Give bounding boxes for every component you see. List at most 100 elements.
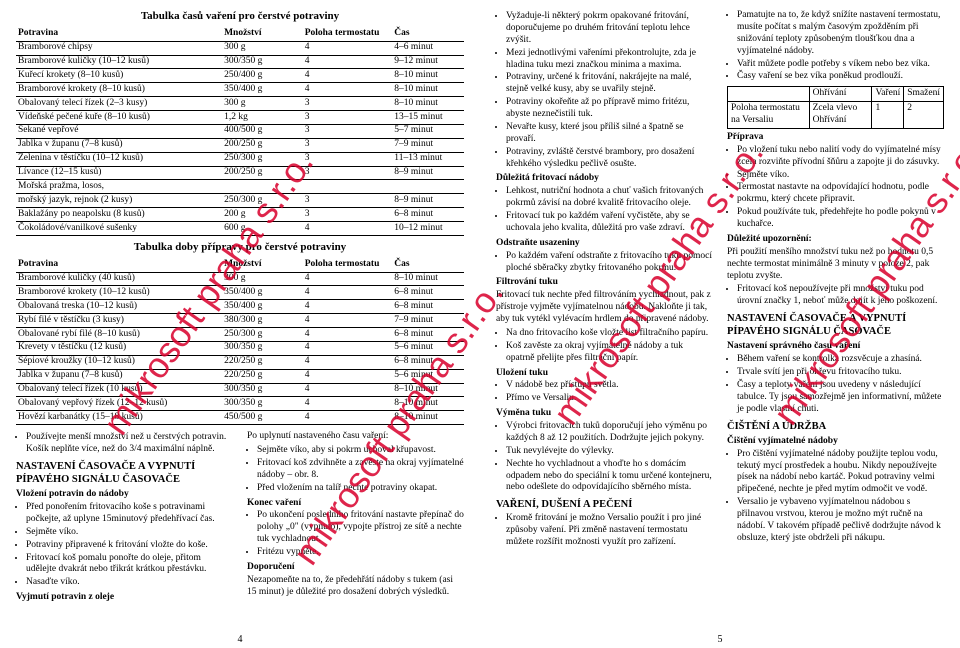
list-item: Vařit můžete podle potřeby s víkem nebo … bbox=[737, 59, 944, 71]
steps-list: Po ukončení posledního fritování nastavt… bbox=[247, 510, 464, 559]
cell: Obalovaná treska (10–12 kusů) bbox=[16, 300, 222, 314]
bullet-list: Na dno fritovacího koše vložte list filt… bbox=[496, 328, 713, 365]
cell: 8–10 minut bbox=[392, 272, 464, 286]
subheading: Důležitá fritovací nádoby bbox=[496, 173, 713, 185]
cell bbox=[303, 180, 393, 194]
cell bbox=[728, 87, 810, 102]
cell: 3 bbox=[303, 166, 393, 180]
cell: 3 bbox=[303, 208, 393, 222]
list-item: Nevařte kusy, které jsou příliš silné a … bbox=[506, 122, 713, 146]
cell: 4 bbox=[303, 355, 393, 369]
subheading: Vyjmutí potravin z oleje bbox=[16, 592, 233, 604]
cell: 2 bbox=[904, 102, 944, 129]
cell: Vídeňské pečené kuře (8–10 kusů) bbox=[16, 111, 222, 125]
table2-title: Tabulka doby přípravy pro čerstvé potrav… bbox=[16, 241, 464, 255]
table-row: Sekané vepřové400/500 g35–7 minut bbox=[16, 124, 464, 138]
cell: 250/300 g bbox=[222, 194, 303, 208]
cell: 300 g bbox=[222, 272, 303, 286]
cell: 8–10 minut bbox=[392, 383, 464, 397]
list-item: Sejměte víko. bbox=[26, 527, 233, 539]
subheading: Odstraňte usazeniny bbox=[496, 238, 713, 250]
bullet-list: Pro čištění vyjímatelné nádoby použijte … bbox=[727, 449, 944, 545]
cell: 8–10 minut bbox=[392, 411, 464, 425]
cell: 3 bbox=[303, 152, 393, 166]
table-row: Bramborové kuličky (10–12 kusů)300/350 g… bbox=[16, 55, 464, 69]
bullet-list: Po vložení tuku nebo nalití vody do vyjí… bbox=[727, 145, 944, 231]
col-header: Potravina bbox=[16, 27, 222, 41]
list-item: Sejměte víko. bbox=[737, 170, 944, 182]
table-row: Kuřecí krokety (8–10 kusů)250/400 g48–10… bbox=[16, 69, 464, 83]
table-row: Bramborové chipsy300 g44–6 minut bbox=[16, 41, 464, 55]
cell: 1 bbox=[872, 102, 904, 129]
list-item: Nasaďte víko. bbox=[26, 577, 233, 589]
list-item: Časy a teploty vaření jsou uvedeny v nás… bbox=[737, 380, 944, 416]
table-row: Obalovaný vepřový řízek (12–12 kusů)300/… bbox=[16, 397, 464, 411]
cell: Lívance (12–15 kusů) bbox=[16, 166, 222, 180]
cell: 600 g bbox=[222, 222, 303, 236]
subheading: Konec vaření bbox=[247, 498, 464, 510]
list-item: Přímo ve Versaliu. bbox=[506, 393, 713, 405]
list-item: Lehkost, nutriční hodnota a chuť vašich … bbox=[506, 186, 713, 210]
heading: VAŘENÍ, DUŠENÍ A PEČENÍ bbox=[496, 498, 713, 511]
note-list: Používejte menší množství než u čerstvýc… bbox=[16, 432, 233, 456]
cell: 6–8 minut bbox=[392, 328, 464, 342]
table-row: Bramborové krokety (10–12 kusů)350/400 g… bbox=[16, 286, 464, 300]
cell: 380/300 g bbox=[222, 314, 303, 328]
table-row: mořský jazyk, rejnok (2 kusy)250/300 g38… bbox=[16, 194, 464, 208]
cell: Krevety v těstíčku (12 kusů) bbox=[16, 341, 222, 355]
bullet-list: V nádobě bez přístupu světla.Přímo ve Ve… bbox=[496, 380, 713, 405]
list-item: Fritovací koš zdvihněte a zavěste na okr… bbox=[257, 458, 464, 482]
bullet-list: Kromě fritování je možno Versalio použít… bbox=[496, 513, 713, 549]
list-item: Fritovací koš nepoužívejte při množství … bbox=[737, 284, 944, 308]
cell: 4 bbox=[303, 369, 393, 383]
table-row: Obalovaná treska (10–12 kusů)350/400 g46… bbox=[16, 300, 464, 314]
bullet-list: Výrobci fritovacích tuků doporučují jeho… bbox=[496, 421, 713, 494]
cell: 4–6 minut bbox=[392, 41, 464, 55]
cell: 350/400 g bbox=[222, 300, 303, 314]
cell: 220/250 g bbox=[222, 369, 303, 383]
bullet-list: Během vaření se kontrolka rozsvěcuje a z… bbox=[727, 354, 944, 415]
subheading: Výměna tuku bbox=[496, 408, 713, 420]
list-item: Mezi jednotlivými vařeními překontrolujt… bbox=[506, 48, 713, 72]
col-header: Poloha termostatu bbox=[303, 258, 393, 272]
list-item: Trvale svítí jen při ohřevu fritovacího … bbox=[737, 367, 944, 379]
list-item: Na dno fritovacího koše vložte list filt… bbox=[506, 328, 713, 340]
list-item: Výrobci fritovacích tuků doporučují jeho… bbox=[506, 421, 713, 445]
table-row: Mořská pražma, losos, bbox=[16, 180, 464, 194]
list-item: Fritovací koš pomalu ponořte do oleje, p… bbox=[26, 553, 233, 577]
list-item: Před ponořením fritovacího koše s potrav… bbox=[26, 502, 233, 526]
list-item: Termostat nastavte na odpovídající hodno… bbox=[737, 182, 944, 206]
cell: Obalovaný telecí řízek (10 kusů) bbox=[16, 383, 222, 397]
heading: NASTAVENÍ ČASOVAČE A VYPNUTÍ PÍPAVÉHO SI… bbox=[727, 312, 944, 338]
cell: 3 bbox=[303, 111, 393, 125]
table-row: Baklažány po neapolsku (8 kusů)200 g36–8… bbox=[16, 208, 464, 222]
cell: 6–8 minut bbox=[392, 208, 464, 222]
cell: Obalované rybí filé (8–10 kusů) bbox=[16, 328, 222, 342]
cell: 3 bbox=[303, 124, 393, 138]
cell: 400/500 g bbox=[222, 124, 303, 138]
cell: Obalovaný telecí řízek (2–3 kusy) bbox=[16, 97, 222, 111]
subheading: Důležité upozornění: bbox=[727, 234, 944, 246]
cell: 350/400 g bbox=[222, 286, 303, 300]
cell: 4 bbox=[303, 328, 393, 342]
subheading: Čištění vyjímatelné nádoby bbox=[727, 436, 944, 448]
cell: 220/250 g bbox=[222, 355, 303, 369]
subheading: Uložení tuku bbox=[496, 368, 713, 380]
list-item: Sejměte víko, aby si pokrm uchoval křupa… bbox=[257, 445, 464, 457]
col-header: Potravina bbox=[16, 258, 222, 272]
cell: Smažení bbox=[904, 87, 944, 102]
cell: 4 bbox=[303, 314, 393, 328]
col-header: Poloha termostatu bbox=[303, 27, 393, 41]
cell: 6–8 minut bbox=[392, 355, 464, 369]
cell: 300/350 g bbox=[222, 397, 303, 411]
bullet-list: Vyžaduje-li některý pokrm opakované frit… bbox=[496, 11, 713, 170]
cell: Bramborové chipsy bbox=[16, 41, 222, 55]
page-number: 5 bbox=[718, 634, 723, 647]
cell: 4 bbox=[303, 341, 393, 355]
cell: 200 g bbox=[222, 208, 303, 222]
cell: Sekané vepřové bbox=[16, 124, 222, 138]
bullet-list: Lehkost, nutriční hodnota a chuť vašich … bbox=[496, 186, 713, 235]
subheading: Filtrování tuku bbox=[496, 277, 713, 289]
cell: 450/500 g bbox=[222, 411, 303, 425]
cell: Čokoládové/vanilkové sušenky bbox=[16, 222, 222, 236]
